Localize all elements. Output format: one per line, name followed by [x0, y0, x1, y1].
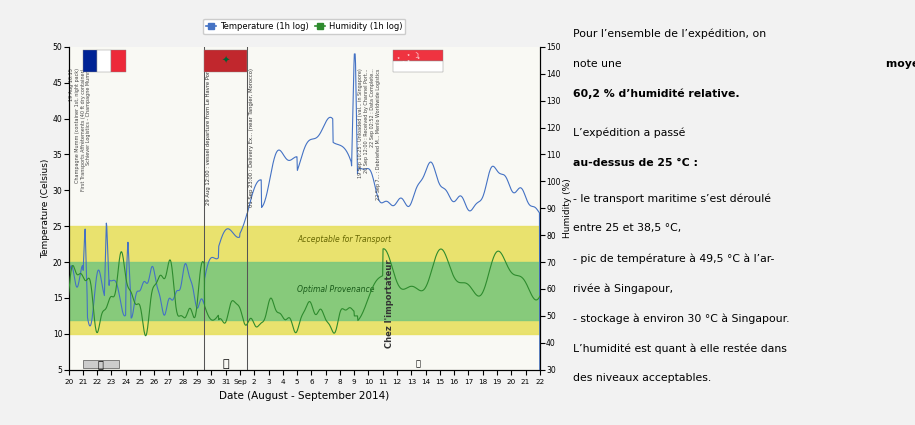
Text: ★: ★: [397, 56, 400, 60]
Text: ★: ★: [402, 60, 405, 64]
Text: ★: ★: [407, 53, 410, 57]
Text: Optimal Provenance: Optimal Provenance: [297, 285, 374, 294]
Text: L’expédition a passé: L’expédition a passé: [573, 128, 689, 138]
Text: 🏭: 🏭: [416, 360, 421, 368]
Text: Champagne Mumm (container 1st, night pack): Champagne Mumm (container 1st, night pac…: [75, 68, 80, 183]
Text: ★: ★: [417, 56, 420, 60]
Text: 60,2 % d’humidité relative.: 60,2 % d’humidité relative.: [573, 89, 739, 99]
Text: 19 Aug 10:15: 19 Aug 10:15: [70, 68, 74, 101]
Text: ✦: ✦: [221, 56, 230, 66]
X-axis label: Date (August - September 2014): Date (August - September 2014): [219, 391, 390, 401]
Text: - pic de température à 49,5 °C à l’ar-: - pic de température à 49,5 °C à l’ar-: [573, 253, 774, 264]
Text: 01 Sep 23:00 : Delivery Ex... (near Tangier, Morocco): 01 Sep 23:00 : Delivery Ex... (near Tang…: [249, 68, 253, 207]
Text: - stockage à environ 30 °C à Singapour.: - stockage à environ 30 °C à Singapour.: [573, 313, 790, 324]
Y-axis label: Temperature (Celsius): Temperature (Celsius): [41, 159, 49, 258]
Text: note une: note une: [573, 59, 625, 69]
Bar: [83, 50, 97, 72]
Bar: [204, 50, 247, 72]
Text: Pour l’ensemble de l’expédition, on: Pour l’ensemble de l’expédition, on: [573, 29, 766, 39]
Text: au-dessus de 25 °C :: au-dessus de 25 °C :: [573, 158, 698, 167]
Text: 🚛: 🚛: [98, 359, 103, 369]
Text: moyenne de 27,1 °C et: moyenne de 27,1 °C et: [886, 59, 915, 69]
Text: ☽: ☽: [413, 53, 419, 59]
Legend: Temperature (1h log), Humidity (1h log): Temperature (1h log), Humidity (1h log): [203, 19, 405, 34]
Bar: [69, 262, 540, 320]
Text: 29 Aug 12:00 : vessel departure from Le Havre Port: 29 Aug 12:00 : vessel departure from Le …: [206, 68, 210, 204]
Text: 🚢: 🚢: [222, 359, 229, 369]
Text: 22 Sep 7... : Debriefed M... Menlo Worldwide Logistics: 22 Sep 7... : Debriefed M... Menlo World…: [376, 68, 381, 200]
Bar: [69, 226, 540, 334]
Text: L’humidité est quant à elle restée dans: L’humidité est quant à elle restée dans: [573, 343, 787, 354]
Bar: [83, 360, 119, 368]
Bar: [393, 50, 444, 61]
Text: 19 Sep 10:25 : Unloaded (val... in Singapore): 19 Sep 10:25 : Unloaded (val... in Singa…: [359, 68, 363, 178]
Text: rivée à Singapour,: rivée à Singapour,: [573, 283, 673, 294]
Text: des niveaux acceptables.: des niveaux acceptables.: [573, 373, 711, 383]
Text: - le transport maritime s’est déroulé: - le transport maritime s’est déroulé: [573, 193, 771, 204]
Y-axis label: Humidity (%): Humidity (%): [564, 178, 573, 238]
Text: 20 Sep 12:00 : Received by Channel Port...: 20 Sep 12:00 : Received by Channel Port.…: [364, 68, 370, 173]
Text: Chez l'importateur: Chez l'importateur: [385, 260, 394, 348]
Text: First Transports Affrètements (40 ft dry container): First Transports Affrètements (40 ft dry…: [81, 68, 86, 191]
Bar: [112, 50, 125, 72]
Text: Acceptable for Transport: Acceptable for Transport: [297, 235, 392, 244]
Text: Schiever Logistics - Champagne Mumm: Schiever Logistics - Champagne Mumm: [87, 68, 92, 165]
Text: entre 25 et 38,5 °C,: entre 25 et 38,5 °C,: [573, 224, 682, 233]
Bar: [97, 50, 112, 72]
Text: 22 Sep 02:52 : Data Complete...: 22 Sep 02:52 : Data Complete...: [370, 68, 375, 147]
Bar: [393, 61, 444, 72]
Text: ★: ★: [407, 59, 410, 63]
